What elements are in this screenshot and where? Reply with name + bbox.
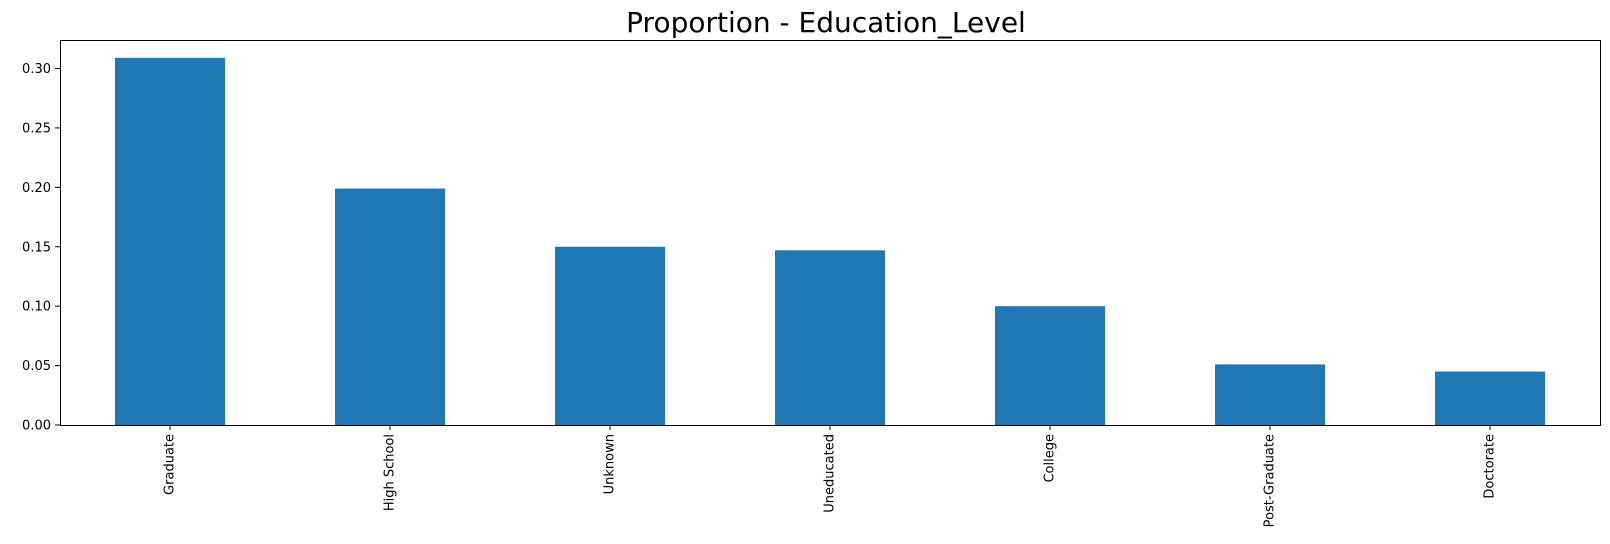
bar-uneducated <box>775 250 885 425</box>
plot-frame <box>60 40 1601 426</box>
y-tick-label: 0.15 <box>22 240 51 255</box>
y-tick-label: 0.25 <box>22 121 51 136</box>
bar-post-graduate <box>1215 364 1325 425</box>
x-tick-label: Uneducated <box>823 434 838 513</box>
bar-doctorate <box>1435 371 1545 425</box>
bar-high-school <box>335 188 445 425</box>
x-tick-label: Post-Graduate <box>1263 434 1278 527</box>
y-tick-label: 0.30 <box>22 62 51 77</box>
x-tick-label: High School <box>383 434 398 511</box>
chart-title: Proportion - Education_Level <box>626 6 1026 39</box>
x-tick-label: Unknown <box>603 434 618 494</box>
y-tick-label: 0.00 <box>22 419 51 434</box>
y-tick-label: 0.10 <box>22 300 51 315</box>
x-tick-label: Doctorate <box>1483 434 1498 499</box>
y-axis: 0.00 0.05 0.10 0.15 0.20 0.25 0.30 <box>22 62 60 434</box>
bars-group <box>115 57 1545 425</box>
bar-college <box>995 306 1105 425</box>
bar-graduate <box>115 57 225 425</box>
y-tick-label: 0.20 <box>22 181 51 196</box>
bar-unknown <box>555 246 665 425</box>
x-tick-label: College <box>1043 434 1058 483</box>
x-axis: Graduate High School Unknown Uneducated Coll… <box>163 425 1498 527</box>
x-tick-label: Graduate <box>163 434 178 495</box>
y-tick-label: 0.05 <box>22 359 51 374</box>
